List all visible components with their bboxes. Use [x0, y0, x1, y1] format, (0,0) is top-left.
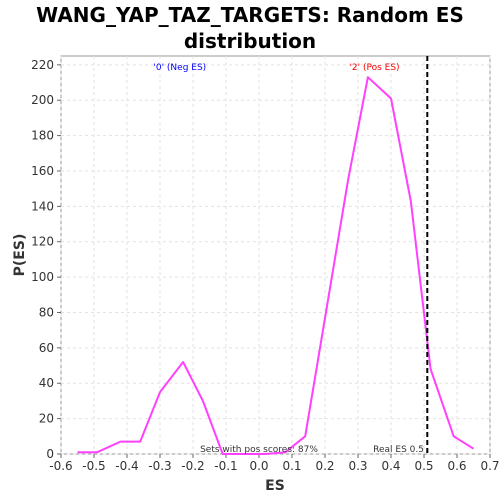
x-tick-label: 0.6 [447, 459, 466, 473]
y-tick-label: 200 [31, 93, 54, 107]
series-line [77, 76, 475, 455]
y-tick-label: 220 [31, 58, 54, 72]
x-tick-label: -0.1 [214, 459, 237, 473]
pos-es-annotation: '2' (Pos ES) [349, 63, 399, 73]
y-axis-label: P(ES) [12, 234, 28, 277]
sets-pos-scores-annotation: Sets with pos scores: 87% [200, 445, 318, 455]
annotations: '0' (Neg ES) '2' (Pos ES) Sets with pos sc… [153, 63, 424, 455]
x-tick-label: -0.6 [49, 459, 72, 473]
grid [60, 56, 491, 455]
x-tick-label: 0.4 [381, 459, 400, 473]
x-tick-label: -0.4 [115, 459, 138, 473]
x-tick-label: 0.1 [282, 459, 301, 473]
y-tick-label: 140 [31, 199, 54, 213]
y-tick-label: 0 [46, 447, 54, 461]
y-tick-label: 180 [31, 129, 54, 143]
x-tick-label: 0.0 [249, 459, 268, 473]
y-tick-label: 40 [39, 376, 54, 390]
chart-title-line2: distribution [183, 29, 317, 53]
x-axis-label: ES [265, 478, 285, 494]
y-tick-label: 20 [39, 412, 54, 426]
plot-area [60, 55, 491, 455]
x-tick-label: 0.3 [348, 459, 367, 473]
y-tick-label: 160 [31, 164, 54, 178]
x-tick-label: 0.7 [480, 459, 499, 473]
x-tick-label: 0.5 [414, 459, 433, 473]
axis-ticks: -0.6 -0.5 -0.4 -0.3 -0.2 -0.1 0.0 0.1 0.2 0.3 0.4 0… [31, 58, 499, 473]
series-layer [77, 76, 475, 455]
x-tick-label: -0.5 [82, 459, 105, 473]
chart-title: WANG_YAP_TAZ_TARGETS: Random ES distribu… [0, 2, 500, 54]
y-tick-label: 100 [31, 270, 54, 284]
x-tick-label: -0.2 [181, 459, 204, 473]
y-tick-label: 80 [39, 305, 54, 319]
x-tick-label: -0.3 [148, 459, 171, 473]
chart-title-line1: WANG_YAP_TAZ_TARGETS: Random ES [36, 3, 464, 27]
y-tick-label: 120 [31, 235, 54, 249]
x-tick-label: 0.2 [315, 459, 334, 473]
real-es-annotation: Real ES 0.5 [373, 445, 424, 455]
y-tick-label: 60 [39, 341, 54, 355]
neg-es-annotation: '0' (Neg ES) [153, 63, 206, 73]
